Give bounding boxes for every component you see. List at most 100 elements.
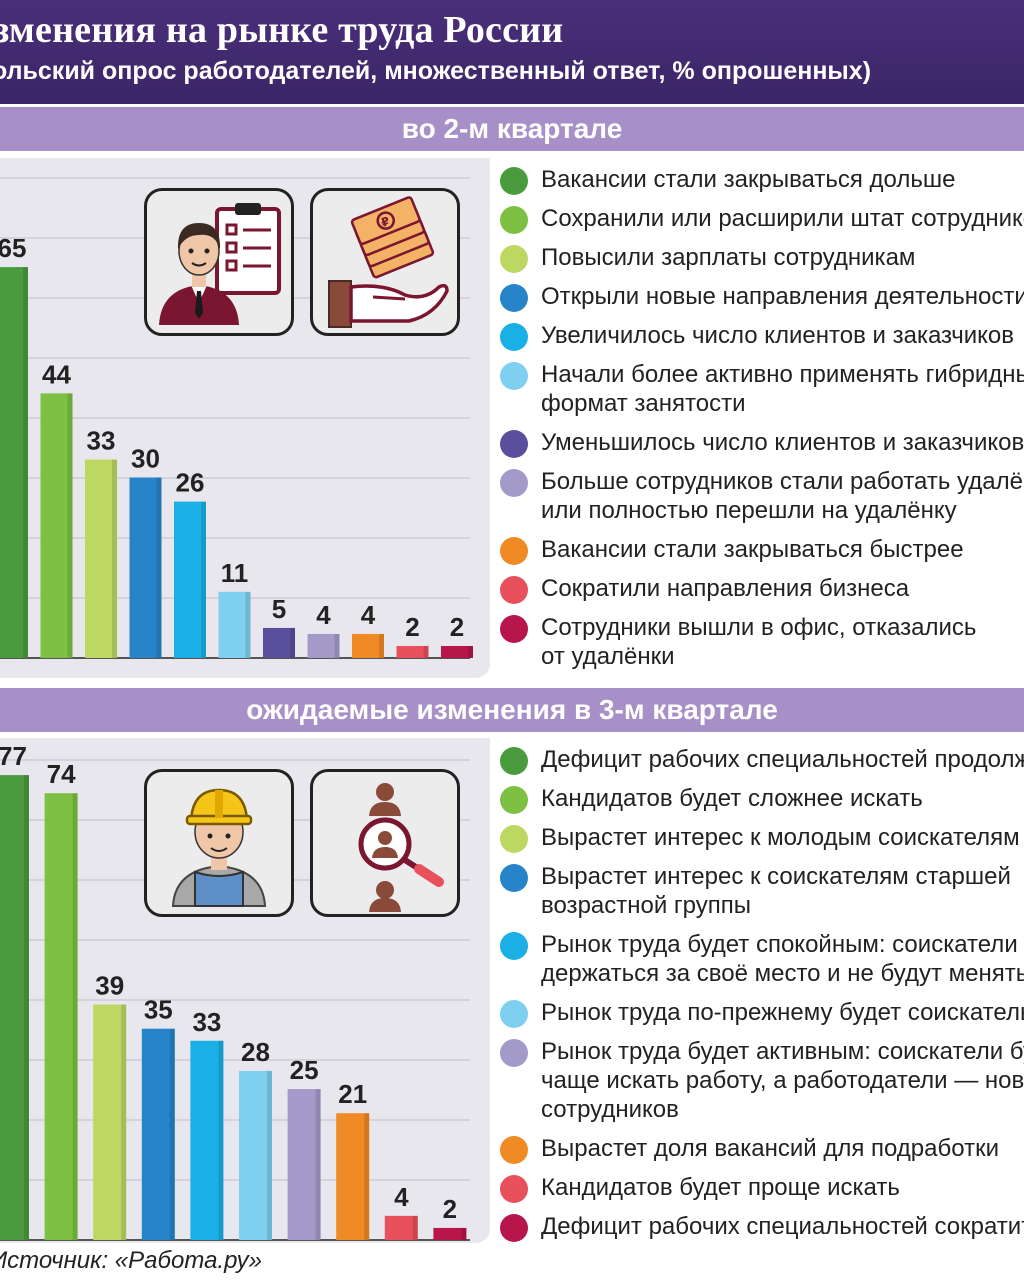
legend-item: Рынок труда будет спокойным: соискатели … (500, 930, 1024, 988)
legend-label: Сохранили или расширили штат сотрудников (541, 205, 1024, 232)
bar-group: 21 (336, 1079, 370, 1240)
data-label: 2 (443, 1194, 457, 1224)
legend-label: или полностью перешли на удалёнку (541, 497, 957, 524)
data-label: 4 (361, 600, 376, 630)
bar-group: 28 (239, 1037, 272, 1240)
legend-item: Уменьшилось число клиентов и заказчиков (500, 428, 1024, 458)
bar-group: 35 (141, 995, 175, 1240)
data-label: 11 (221, 558, 249, 588)
data-label: 28 (241, 1037, 270, 1067)
legend-swatch (500, 245, 528, 273)
legend-label: Вырастет доля вакансий для подработки (541, 1135, 999, 1162)
bar-shade (423, 645, 429, 658)
bar-shade (72, 793, 78, 1240)
bar-shade (334, 633, 340, 658)
bar (307, 633, 340, 658)
legend-item: Открыли новые направления деятельности (500, 282, 1024, 312)
bar-group: 33 (190, 1007, 224, 1240)
section-band-q3: ожидаемые изменения в 3-м квартале (0, 688, 1024, 732)
legend-swatch (500, 284, 528, 312)
bar-shade (379, 633, 384, 658)
bar (129, 477, 162, 658)
data-label: 25 (290, 1055, 319, 1085)
legend-label: Рынок труда будет спокойным: соискатели … (541, 931, 1024, 958)
legend-label: Дефицит рабочих специальностей сократитс (541, 1213, 1024, 1240)
bar (396, 645, 429, 658)
bar-group: 77 (0, 741, 29, 1240)
legend-label: Открыли новые направления деятельности (541, 283, 1024, 310)
legend-swatch (500, 206, 528, 234)
legend-item: Сохранили или расширили штат сотрудников (500, 204, 1024, 234)
legend-item: Начали более активно применять гибридный… (500, 360, 1024, 418)
bar (190, 1040, 224, 1240)
legend-label: держаться за своё место и не будут менят… (541, 960, 1024, 987)
bar-shade (156, 477, 162, 658)
data-label: 26 (176, 468, 205, 498)
legend-label: чаще искать работу, а работодатели — нов… (541, 1067, 1024, 1094)
bar-group: 26 (174, 468, 206, 658)
bar-group: 4 (384, 1182, 418, 1240)
data-label: 39 (95, 971, 124, 1001)
bar-shade (364, 1113, 370, 1240)
legend-label: возрастной группы (541, 892, 751, 919)
legend-item: Больше сотрудников стали работать удалён… (500, 467, 1024, 525)
legend-item: Дефицит рабочих специальностей продолжи (500, 745, 1024, 775)
bar-group: 39 (93, 971, 127, 1240)
legend-item: Вырастет доля вакансий для подработки (500, 1134, 1024, 1164)
legend-label: Начали более активно применять гибридный (541, 361, 1024, 388)
data-label: 4 (394, 1182, 409, 1212)
worker-helmet-icon (144, 769, 294, 917)
legend-swatch (500, 537, 528, 565)
bar-group: 44 (40, 359, 73, 658)
legend-label: формат занятости (541, 390, 746, 417)
bar-shade (245, 591, 251, 658)
legend-item: Сократили направления бизнеса (500, 574, 1024, 604)
bar-shade (412, 1215, 418, 1240)
bar-shade (461, 1227, 467, 1240)
legend-label: Рынок труда по-прежнему будет соискатель… (541, 999, 1024, 1026)
bar (218, 591, 251, 658)
legend-swatch (500, 1000, 528, 1028)
section-band-q2: во 2-м квартале (0, 107, 1024, 151)
bar (287, 1089, 321, 1240)
bar-group: 74 (44, 759, 78, 1240)
header-banner: зменения на рынке труда России ольский о… (0, 0, 1024, 104)
legend-swatch (500, 786, 528, 814)
legend-label: Дефицит рабочих специальностей продолжи (541, 746, 1024, 773)
legend-swatch (500, 825, 528, 853)
bar-group: 2 (433, 1194, 467, 1240)
data-label: 30 (131, 444, 160, 474)
bar-shade (315, 1089, 321, 1240)
legend-swatch (500, 1175, 528, 1203)
legend-label: Больше сотрудников стали работать удалён… (541, 468, 1024, 495)
bar (239, 1070, 272, 1240)
bar (352, 633, 384, 658)
bar-group: 4 (352, 600, 384, 658)
bar-group: 2 (396, 612, 429, 658)
legend-label: Рынок труда будет активным: соискатели б… (541, 1038, 1024, 1065)
section-title-q3: ожидаемые изменения в 3-м квартале (246, 694, 778, 725)
bar (336, 1113, 370, 1240)
section-title-q2: во 2-м квартале (401, 113, 623, 144)
bar-group: 5 (263, 594, 295, 658)
chart-subtitle: ольский опрос работодателей, множественн… (0, 57, 872, 85)
legend-swatch (500, 576, 528, 604)
legend-label: Уменьшилось число клиентов и заказчиков (541, 429, 1024, 456)
legend-q3: Дефицит рабочих специальностей продолжи К… (500, 745, 1024, 1251)
bar-shade (201, 501, 206, 658)
legend-swatch (500, 430, 528, 458)
legend-item: Вырастет интерес к молодым соискателям (500, 823, 1024, 853)
bar (40, 393, 73, 658)
bar-group: 25 (287, 1055, 321, 1240)
bar-shade (121, 1004, 127, 1240)
legend-label: Повысили зарплаты сотрудникам (541, 244, 916, 271)
legend-swatch (500, 615, 528, 643)
data-label: 44 (42, 359, 71, 389)
legend-label: Вырастет интерес к молодым соискателям (541, 824, 1020, 851)
bar (441, 645, 473, 658)
data-label: 2 (405, 612, 419, 642)
legend-item: Кандидатов будет сложнее искать (500, 784, 1024, 814)
legend-label: сотрудников (541, 1096, 679, 1123)
legend-item: Повысили зарплаты сотрудникам (500, 243, 1024, 273)
